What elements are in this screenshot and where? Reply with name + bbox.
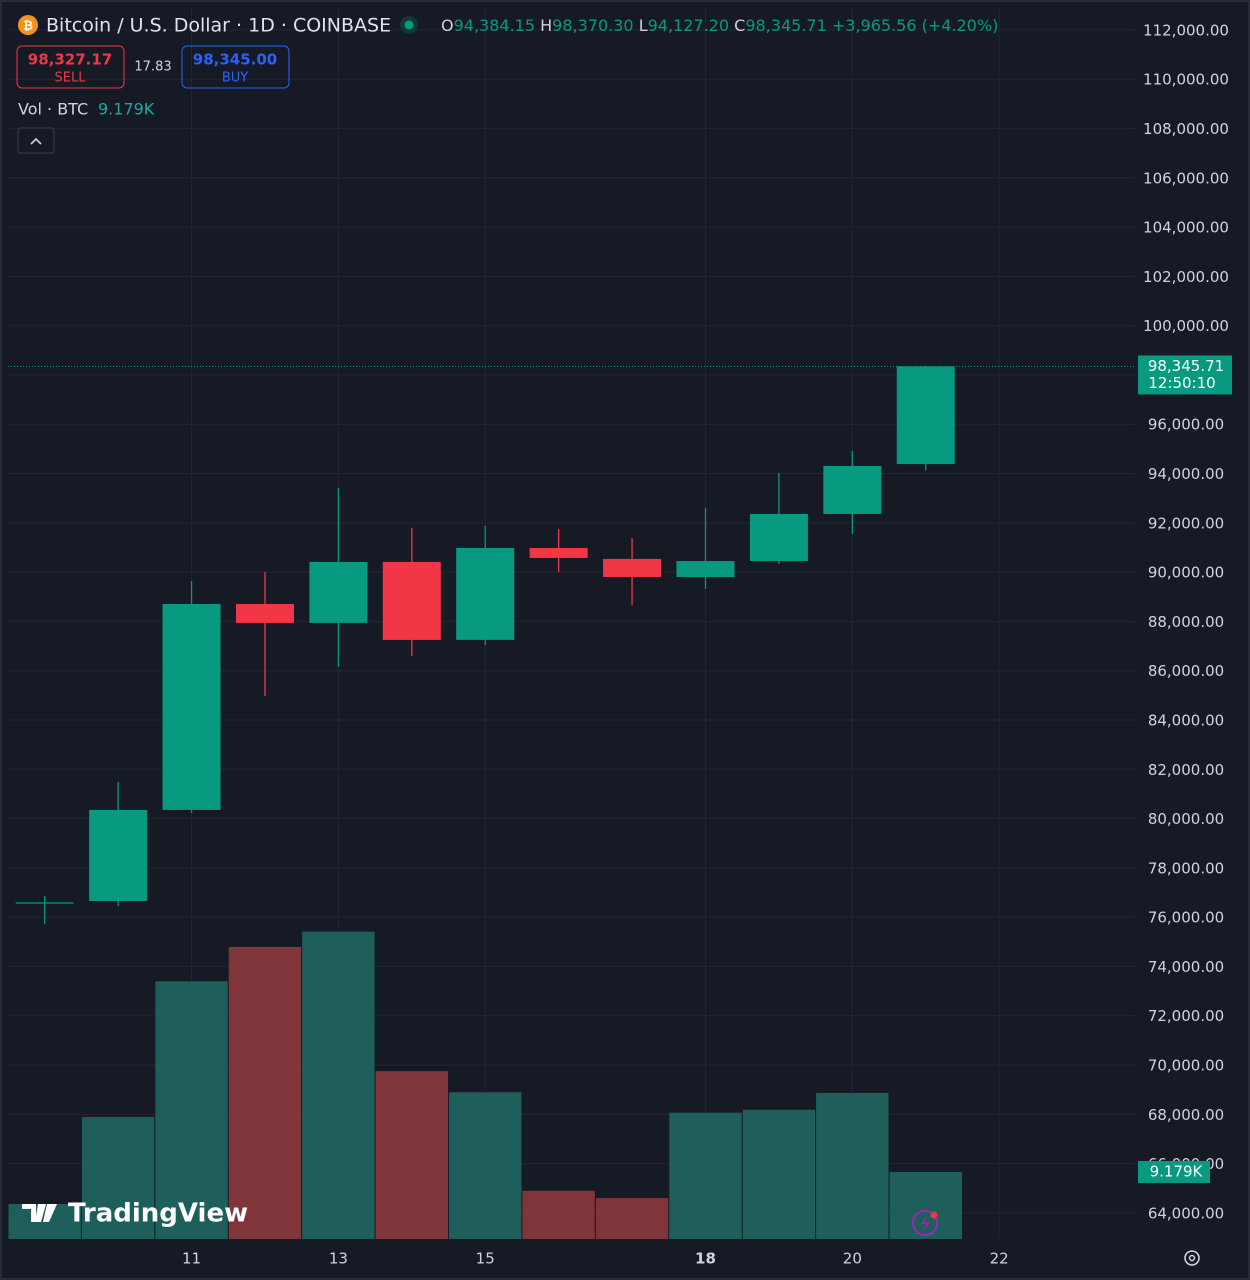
ohlc-value: 98,345.71: [745, 16, 826, 35]
coin-icon: [18, 15, 38, 35]
y-tick-label: 100,000.00: [1143, 317, 1229, 335]
candle-body: [309, 561, 368, 623]
y-tick-label: 72,000.00: [1148, 1007, 1224, 1025]
candle-body: [235, 603, 294, 623]
countdown: 12:50:10: [1148, 374, 1215, 392]
ohlc-value: 94,384.15: [454, 16, 535, 35]
y-tick-label: 86,000.00: [1148, 662, 1224, 680]
volume-label: 9.179K: [1150, 1162, 1204, 1180]
last-price-box: [1138, 355, 1232, 395]
y-tick-label: 108,000.00: [1143, 120, 1229, 138]
volume-bar: [889, 1171, 962, 1239]
collapse-button[interactable]: [17, 127, 55, 154]
volume-bar: [228, 946, 302, 1239]
y-tick-label: 80,000.00: [1148, 810, 1224, 828]
candle-body: [89, 809, 148, 901]
x-tick-label: 11: [182, 1250, 201, 1268]
x-tick-label: 18: [695, 1250, 716, 1268]
settings-icon: [1188, 1254, 1196, 1262]
badge: [930, 1211, 938, 1219]
candle-body: [896, 366, 955, 465]
y-tick-label: 92,000.00: [1148, 514, 1224, 532]
y-tick-label: 90,000.00: [1148, 564, 1224, 582]
y-tick-label: 64,000.00: [1148, 1204, 1224, 1222]
ohlc-key: O: [441, 16, 454, 35]
volume-bar: [81, 1117, 155, 1239]
buy-price: 98,345.00: [193, 51, 277, 69]
volume-bar: [595, 1198, 669, 1239]
y-tick-label: 74,000.00: [1148, 958, 1224, 976]
volume-bar: [449, 1092, 522, 1239]
lightning-button[interactable]: [912, 1210, 938, 1236]
ohlc: O94,384.15 H98,370.30 L94,127.20 C98,345…: [441, 16, 998, 35]
buy-button[interactable]: [181, 45, 290, 89]
volume-bar: [742, 1109, 816, 1239]
volume-bar: [302, 931, 375, 1239]
status-dot: [404, 20, 414, 30]
y-tick-label: 84,000.00: [1148, 711, 1224, 729]
volume-bar: [155, 981, 228, 1239]
settings-button[interactable]: [1184, 1250, 1200, 1266]
x-tick-label: 22: [990, 1250, 1009, 1268]
lightning-icon: [921, 1215, 930, 1231]
ohlc-key: H: [540, 16, 552, 35]
change: +3,965.56 (+4.20%): [832, 16, 998, 35]
sell-price: 98,327.17: [28, 51, 112, 69]
buy-label: BUY: [222, 71, 248, 86]
volume-bar: [669, 1112, 742, 1239]
sell-label: SELL: [55, 71, 87, 86]
collapse-icon: [30, 137, 42, 145]
sell-button[interactable]: [16, 45, 125, 89]
symbol-title[interactable]: Bitcoin / U.S. Dollar · 1D · COINBASE: [46, 15, 391, 37]
candle-body: [823, 465, 882, 514]
candle-body: [603, 558, 662, 577]
y-tick-label: 78,000.00: [1148, 859, 1224, 877]
y-tick-label: 88,000.00: [1148, 613, 1224, 631]
candle-body: [749, 513, 808, 562]
ohlc-key: L: [639, 16, 648, 35]
y-tick-label: 70,000.00: [1148, 1057, 1224, 1075]
volume-bar: [522, 1190, 595, 1239]
brand-logo: [22, 1204, 57, 1222]
ohlc-value: 98,370.30: [552, 16, 633, 35]
y-tick-label: 94,000.00: [1148, 465, 1224, 483]
ohlc-key: C: [734, 16, 745, 35]
candle-body: [15, 902, 74, 904]
y-tick-label: 82,000.00: [1148, 761, 1224, 779]
y-tick-label: 68,000.00: [1148, 1106, 1224, 1124]
x-tick-label: 20: [843, 1250, 862, 1268]
candle-body: [162, 603, 221, 810]
y-tick-label: 106,000.00: [1143, 169, 1229, 187]
y-tick-label: 102,000.00: [1143, 268, 1229, 286]
ohlc-value: 94,127.20: [648, 16, 729, 35]
candle-body: [676, 561, 735, 578]
candle-body: [382, 561, 441, 640]
volume-bar: [375, 1071, 449, 1239]
coin-glyph: ₿: [23, 19, 33, 33]
x-tick-label: 13: [329, 1250, 348, 1268]
candle-body: [529, 547, 588, 558]
y-tick-label: 110,000.00: [1143, 71, 1229, 89]
y-tick-label: 76,000.00: [1148, 909, 1224, 927]
candle-body: [456, 547, 515, 640]
volume-label-box: [1138, 1160, 1210, 1183]
last-price-label: 98,345.71: [1148, 357, 1224, 375]
y-tick-label: 96,000.00: [1148, 416, 1224, 434]
spread: 17.83: [134, 60, 171, 75]
volume-bar: [816, 1092, 889, 1239]
volume-value: 9.179K: [98, 100, 155, 119]
x-tick-label: 15: [476, 1250, 495, 1268]
brand: TradingView: [68, 1199, 248, 1229]
volume-title: Vol · BTC: [18, 100, 88, 119]
y-tick-label: 112,000.00: [1143, 21, 1229, 39]
y-tick-label: 104,000.00: [1143, 219, 1229, 237]
